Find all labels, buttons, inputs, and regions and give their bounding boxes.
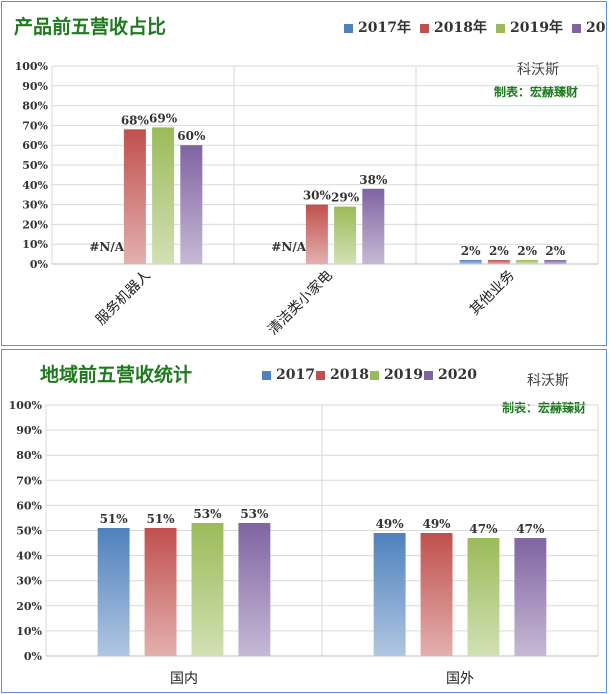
legend-entry: 2019 (384, 367, 423, 383)
y-tick-label: 80% (22, 100, 48, 113)
bar (362, 188, 385, 264)
data-label: 2% (461, 244, 481, 258)
bar (420, 533, 453, 656)
data-label: 60% (177, 129, 206, 143)
bar (152, 127, 175, 264)
legend-entry: 2020年 (586, 19, 606, 36)
data-label: 2% (489, 244, 509, 258)
y-tick-label: 70% (22, 119, 48, 132)
data-label: 29% (331, 191, 360, 205)
y-tick-label: 0% (30, 258, 49, 271)
brand-label: 科沃斯 (527, 373, 569, 389)
y-tick-label: 50% (16, 525, 42, 538)
legend-entry: 2020 (438, 367, 477, 383)
data-label: 53% (240, 507, 269, 521)
bar (334, 206, 357, 264)
y-tick-label: 30% (16, 575, 42, 588)
data-label: 69% (149, 111, 178, 125)
bar (459, 260, 482, 264)
y-tick-label: 60% (22, 139, 48, 152)
y-tick-label: 10% (22, 238, 48, 251)
data-label: 47% (516, 522, 545, 536)
data-label: 38% (359, 173, 388, 187)
y-tick-label: 90% (16, 424, 42, 437)
y-tick-label: 20% (16, 600, 42, 613)
bar (238, 522, 271, 656)
chart-panel-region: 地域前五营收统计 科沃斯制表：宏赫臻财 2017 2018 2019 2020 0% 10% 2… (1, 349, 607, 693)
y-tick-label: 30% (22, 199, 48, 212)
y-tick-label: 80% (16, 449, 42, 462)
brand-label: 科沃斯 (517, 62, 559, 78)
y-tick-label: 100% (9, 399, 43, 412)
legend-swatch (316, 371, 325, 380)
bar (487, 260, 510, 264)
credit-label: 制表：宏赫臻财 (494, 84, 578, 99)
bar (180, 145, 203, 264)
x-category-label: 国内 (170, 671, 198, 687)
data-label: #N/A (89, 240, 124, 254)
bar (467, 538, 500, 656)
credit-label: 制表：宏赫臻财 (502, 400, 586, 415)
legend-entry: 2018 (330, 367, 369, 383)
bar (191, 522, 224, 656)
data-label: 2% (517, 244, 537, 258)
y-tick-label: 50% (22, 159, 48, 172)
y-tick-label: 0% (24, 650, 43, 663)
data-label: 49% (376, 517, 405, 531)
bar (144, 527, 177, 656)
data-label: 51% (100, 512, 129, 526)
y-tick-label: 40% (22, 179, 48, 192)
bar (305, 204, 328, 264)
data-label: 47% (469, 522, 498, 536)
y-tick-label: 90% (22, 80, 48, 93)
legend-swatch (344, 24, 353, 33)
data-label: 68% (121, 113, 150, 127)
legend-entry: 2018年 (434, 19, 487, 36)
bar (123, 129, 146, 264)
legend-swatch (370, 371, 379, 380)
y-tick-label: 10% (16, 625, 42, 638)
bar (544, 260, 567, 264)
bar (373, 533, 406, 656)
legend-swatch (424, 371, 433, 380)
y-tick-label: 40% (16, 550, 42, 563)
legend-swatch (496, 24, 505, 33)
legend-entry: 2017年 (358, 19, 411, 36)
chart-title: 产品前五营收占比 (14, 15, 166, 38)
data-label: 51% (146, 512, 175, 526)
legend-entry: 2019年 (510, 19, 563, 36)
y-tick-label: 70% (16, 474, 42, 487)
x-category-label: 其他业务 (467, 268, 518, 319)
bar (516, 260, 539, 264)
legend-swatch (420, 24, 429, 33)
legend-swatch (262, 371, 271, 380)
data-label: 53% (193, 507, 222, 521)
data-label: #N/A (271, 240, 306, 254)
y-tick-label: 20% (22, 218, 48, 231)
y-tick-label: 100% (15, 60, 49, 73)
x-category-label: 服务机器人 (93, 268, 154, 329)
bar (97, 527, 130, 656)
legend-swatch (572, 24, 581, 33)
data-label: 49% (422, 517, 451, 531)
x-category-label: 清洁类小家电 (264, 267, 335, 338)
chart-title: 地域前五营收统计 (40, 363, 192, 386)
data-label: 30% (303, 189, 332, 203)
y-tick-label: 60% (16, 499, 42, 512)
legend-entry: 2017 (276, 367, 315, 383)
bar (514, 538, 547, 656)
x-category-label: 国外 (446, 671, 474, 687)
data-label: 2% (545, 244, 565, 258)
